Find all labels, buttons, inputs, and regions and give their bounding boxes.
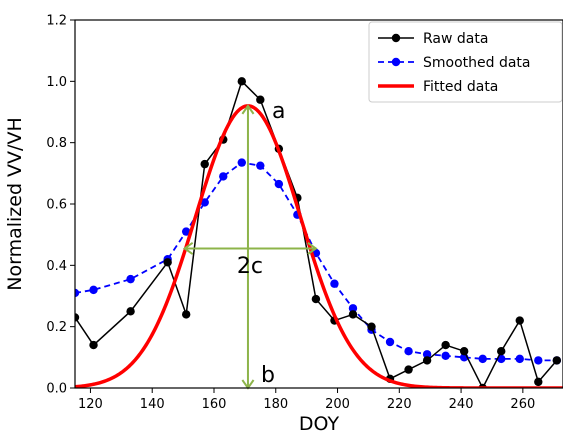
smoothed-data-point xyxy=(515,354,524,364)
smoothed-data-point xyxy=(534,356,543,365)
y-tick-label: 0.4 xyxy=(46,259,67,274)
smoothed-data-point xyxy=(441,351,450,360)
raw-data-point xyxy=(75,313,80,322)
x-tick-label: 160 xyxy=(202,397,227,412)
raw-data-point xyxy=(237,77,246,86)
y-tick-label: 0.0 xyxy=(46,382,67,397)
raw-data-point xyxy=(422,356,432,365)
x-tick-label: 240 xyxy=(449,397,474,412)
raw-data-point xyxy=(89,340,98,350)
legend-marker-raw xyxy=(391,33,401,43)
width-arrow-head-left xyxy=(182,242,194,255)
fitted-data-curve xyxy=(75,104,563,388)
raw-data-point xyxy=(163,258,172,267)
raw-data-point xyxy=(348,310,358,319)
y-tick-label: 0.8 xyxy=(46,136,67,151)
smoothed-data-point xyxy=(348,304,358,313)
legend-label: Smoothed data xyxy=(423,55,531,71)
x-axis-title: DOY xyxy=(299,413,340,435)
smoothed-data-point xyxy=(330,279,339,288)
plot-area xyxy=(75,77,563,388)
width-arrow-head-right xyxy=(307,242,318,255)
smoothed-data-point xyxy=(181,227,191,236)
x-tick-label: 180 xyxy=(263,397,288,412)
smoothed-data-point xyxy=(237,158,246,167)
annotation-b: b xyxy=(261,363,275,388)
raw-data-point xyxy=(126,307,135,316)
x-tick-label: 140 xyxy=(140,397,165,412)
smoothed-data-point xyxy=(385,337,395,347)
raw-data-point xyxy=(552,356,562,365)
y-tick-label: 0.6 xyxy=(46,198,67,213)
smoothed-data-point xyxy=(126,274,135,284)
raw-data-point xyxy=(256,95,265,104)
raw-data-point xyxy=(515,316,524,325)
smoothed-data-point xyxy=(75,288,80,298)
x-tick-label: 260 xyxy=(510,397,535,412)
smoothed-data-point xyxy=(422,350,432,359)
x-tick-label: 120 xyxy=(78,397,103,412)
y-tick-label: 1.0 xyxy=(46,75,67,90)
y-axis-title: Normalized VV/VH xyxy=(4,117,26,290)
smoothed-data-point xyxy=(404,347,413,356)
x-tick-label: 220 xyxy=(387,397,412,412)
raw-data-point xyxy=(404,365,413,374)
legend-label: Fitted data xyxy=(423,79,498,95)
raw-data-point xyxy=(367,322,376,331)
annotation-2c: 2c xyxy=(237,254,263,279)
legend: Raw data Smoothed data Fitted data xyxy=(368,21,563,103)
y-tick-label: 1.2 xyxy=(46,14,67,29)
smoothed-data-point xyxy=(274,179,284,189)
annotation-a: a xyxy=(272,99,285,124)
smoothed-data-point xyxy=(200,198,209,207)
smoothed-data-point xyxy=(478,354,487,364)
annotations: a b 2c xyxy=(182,99,318,390)
raw-data-point xyxy=(200,159,209,169)
smoothed-data-point xyxy=(89,285,98,295)
legend-box xyxy=(368,21,563,103)
raw-data-point xyxy=(497,347,506,356)
y-tick-label: 0.2 xyxy=(46,320,67,335)
legend-marker-smoothed xyxy=(391,57,401,67)
smoothed-data-point xyxy=(219,172,228,181)
legend-label: Raw data xyxy=(423,31,488,47)
raw-data-point xyxy=(181,310,191,319)
axes: 120 140 160 180 200 220 240 260 0.0 0.2 0.4 0.6 0.8 1… xyxy=(46,14,563,412)
raw-data-point xyxy=(441,340,450,350)
smoothed-data-point xyxy=(256,161,265,170)
raw-data-point xyxy=(459,347,469,356)
raw-data-point xyxy=(311,294,321,304)
x-tick-label: 200 xyxy=(325,397,350,412)
amplitude-arrow-head-top xyxy=(241,104,255,115)
raw-data-point xyxy=(534,377,543,387)
